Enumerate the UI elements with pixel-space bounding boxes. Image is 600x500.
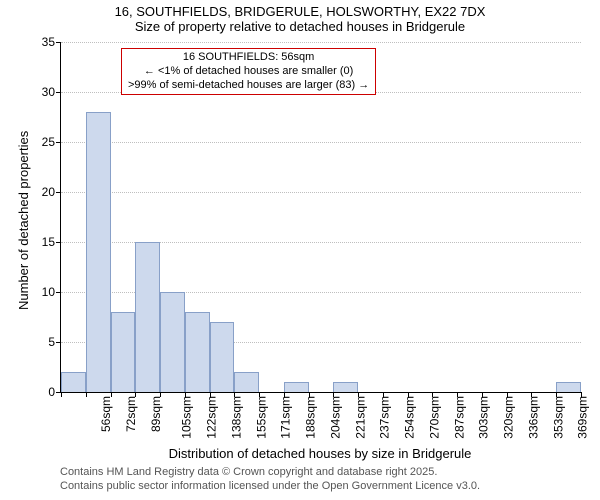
- x-tick-label: 204sqm: [329, 396, 343, 439]
- histogram-bar: [135, 242, 160, 392]
- histogram-bar: [185, 312, 210, 392]
- histogram-bar: [61, 372, 86, 392]
- x-tick-mark: [284, 392, 285, 397]
- x-tick-label: 138sqm: [230, 396, 244, 439]
- x-tick-mark: [135, 392, 136, 397]
- histogram-bar: [234, 372, 259, 392]
- x-tick-mark: [383, 392, 384, 397]
- y-tick-label: 25: [42, 135, 61, 149]
- y-gridline: [61, 42, 581, 43]
- footer-line2: Contains public sector information licen…: [60, 480, 480, 494]
- y-tick-label: 5: [48, 335, 61, 349]
- x-tick-mark: [309, 392, 310, 397]
- x-tick-mark: [457, 392, 458, 397]
- x-tick-label: 287sqm: [452, 396, 466, 439]
- x-tick-label: 56sqm: [99, 396, 113, 432]
- histogram-bar: [284, 382, 309, 392]
- x-tick-label: 303sqm: [477, 396, 491, 439]
- x-tick-mark: [358, 392, 359, 397]
- x-tick-mark: [482, 392, 483, 397]
- x-tick-label: 171sqm: [279, 396, 293, 439]
- x-tick-label: 353sqm: [551, 396, 565, 439]
- footer-line1: Contains HM Land Registry data © Crown c…: [60, 466, 480, 480]
- y-gridline: [61, 192, 581, 193]
- page-title-line1: 16, SOUTHFIELDS, BRIDGERULE, HOLSWORTHY,…: [0, 0, 600, 19]
- y-tick-label: 10: [42, 285, 61, 299]
- x-tick-mark: [61, 392, 62, 397]
- x-tick-mark: [432, 392, 433, 397]
- x-tick-label: 336sqm: [527, 396, 541, 439]
- annotation-line2: ← <1% of detached houses are smaller (0): [128, 65, 369, 79]
- chart-plot-area: 0510152025303556sqm72sqm89sqm105sqm122sq…: [60, 42, 581, 393]
- x-tick-label: 254sqm: [403, 396, 417, 439]
- histogram-bar: [333, 382, 358, 392]
- x-tick-mark: [111, 392, 112, 397]
- y-tick-label: 0: [48, 385, 61, 399]
- x-tick-mark: [210, 392, 211, 397]
- x-tick-label: 237sqm: [378, 396, 392, 439]
- y-tick-label: 15: [42, 235, 61, 249]
- y-axis-label: Number of detached properties: [16, 131, 31, 310]
- x-tick-mark: [259, 392, 260, 397]
- annotation-line1: 16 SOUTHFIELDS: 56sqm: [128, 51, 369, 65]
- x-tick-label: 122sqm: [205, 396, 219, 439]
- y-tick-label: 30: [42, 85, 61, 99]
- x-tick-mark: [160, 392, 161, 397]
- x-tick-mark: [234, 392, 235, 397]
- x-tick-mark: [531, 392, 532, 397]
- annotation-box: 16 SOUTHFIELDS: 56sqm← <1% of detached h…: [121, 48, 376, 95]
- x-tick-label: 72sqm: [124, 396, 138, 432]
- x-tick-mark: [86, 392, 87, 397]
- y-gridline: [61, 142, 581, 143]
- x-tick-label: 270sqm: [428, 396, 442, 439]
- x-axis-label: Distribution of detached houses by size …: [60, 446, 580, 461]
- y-tick-label: 20: [42, 185, 61, 199]
- x-tick-mark: [556, 392, 557, 397]
- x-tick-label: 89sqm: [149, 396, 163, 432]
- x-tick-label: 320sqm: [502, 396, 516, 439]
- x-tick-mark: [408, 392, 409, 397]
- x-tick-label: 155sqm: [254, 396, 268, 439]
- histogram-bar: [111, 312, 136, 392]
- histogram-bar: [210, 322, 235, 392]
- histogram-bar: [556, 382, 581, 392]
- x-tick-mark: [581, 392, 582, 397]
- x-tick-mark: [333, 392, 334, 397]
- footer-attribution: Contains HM Land Registry data © Crown c…: [60, 466, 480, 494]
- x-tick-label: 221sqm: [353, 396, 367, 439]
- x-tick-mark: [507, 392, 508, 397]
- x-tick-mark: [185, 392, 186, 397]
- y-tick-label: 35: [42, 35, 61, 49]
- annotation-line3: >99% of semi-detached houses are larger …: [128, 79, 369, 93]
- page-title-line2: Size of property relative to detached ho…: [0, 19, 600, 34]
- histogram-bar: [86, 112, 111, 392]
- x-tick-label: 105sqm: [180, 396, 194, 439]
- histogram-bar: [160, 292, 185, 392]
- x-tick-label: 188sqm: [304, 396, 318, 439]
- x-tick-label: 369sqm: [576, 396, 590, 439]
